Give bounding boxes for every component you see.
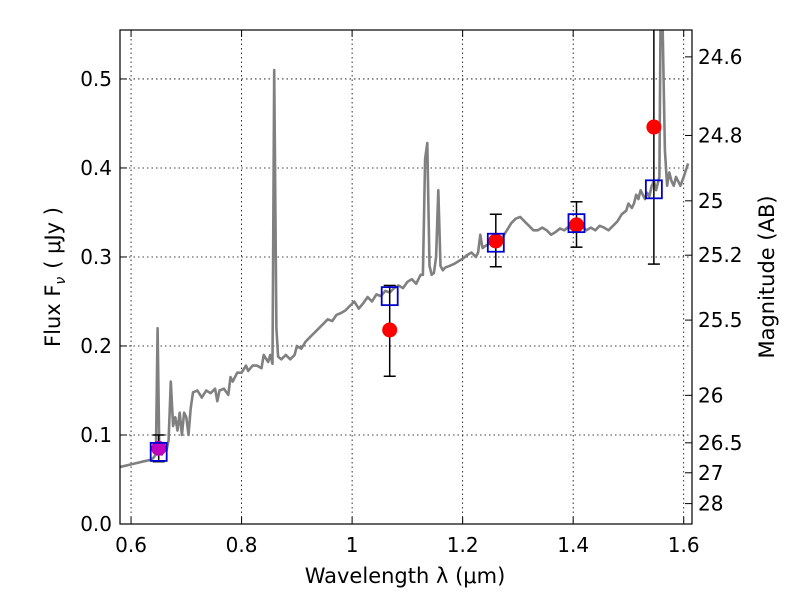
y-axis-label-main: Flux F — [41, 285, 65, 347]
y2-tick-label: 24.6 — [698, 45, 743, 69]
y-axis-label-subscript: ν — [53, 277, 69, 285]
model-flux-square — [486, 232, 505, 253]
plot-area — [120, 30, 690, 469]
y-tick-label: 0.2 — [80, 334, 112, 358]
grid — [120, 30, 692, 525]
y2-tick-label: 24.8 — [698, 123, 743, 147]
axis-ticks: 0.6 0.8 1 1.2 1.4 1.6 0.0 0.1 0.2 0.3 0.4 0.5 24.6 24… — [80, 30, 743, 557]
x-axis-label: Wavelength λ (μm) — [305, 564, 506, 588]
y2-tick-label: 25.5 — [698, 308, 743, 332]
y-tick-label: 0.3 — [80, 245, 112, 269]
x-tick-label: 1.4 — [557, 533, 589, 557]
y2-tick-label: 25 — [698, 189, 723, 213]
y-tick-label: 0.0 — [80, 512, 112, 536]
x-tick-label: 1.2 — [447, 533, 479, 557]
photometry-point — [488, 233, 504, 249]
y-tick-label: 0.4 — [80, 156, 112, 180]
model-flux-square — [380, 286, 399, 307]
y2-tick-label: 27 — [698, 461, 723, 485]
spectrum-line — [120, 30, 690, 469]
y2-axis-label: Magnitude (AB) — [755, 195, 779, 358]
y-tick-label: 0.1 — [80, 423, 112, 447]
y-axis-label-unit: ( μJy ) — [41, 207, 65, 269]
photometry-point — [382, 322, 398, 338]
model-flux-square — [567, 213, 586, 234]
y2-tick-label: 26.5 — [698, 431, 743, 455]
plot-frame — [119, 29, 693, 525]
x-tick-label: 1.6 — [668, 533, 700, 557]
y2-tick-label: 25.2 — [698, 243, 743, 267]
photometry-point — [568, 217, 584, 233]
y-axis-label: Flux Fν ( μJy ) — [41, 207, 69, 347]
photometry-point — [151, 440, 167, 456]
y2-tick-label: 26 — [698, 383, 723, 407]
x-tick-label: 1 — [346, 533, 359, 557]
x-tick-label: 0.8 — [226, 533, 258, 557]
model-flux-square — [644, 179, 663, 200]
model-flux-square — [149, 442, 168, 462]
y2-tick-label: 28 — [698, 492, 723, 516]
x-tick-label: 0.6 — [115, 533, 147, 557]
y-tick-label: 0.5 — [80, 67, 112, 91]
photometry-point — [646, 119, 662, 135]
